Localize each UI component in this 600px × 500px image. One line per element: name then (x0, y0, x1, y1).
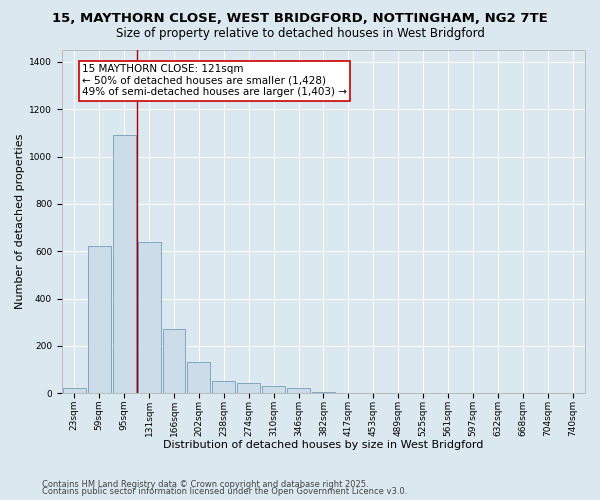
Text: 15, MAYTHORN CLOSE, WEST BRIDGFORD, NOTTINGHAM, NG2 7TE: 15, MAYTHORN CLOSE, WEST BRIDGFORD, NOTT… (52, 12, 548, 26)
Bar (187, 362, 211, 393)
Bar (237, 382, 260, 393)
Bar (137, 242, 161, 393)
Text: Contains HM Land Registry data © Crown copyright and database right 2025.: Contains HM Land Registry data © Crown c… (42, 480, 368, 489)
Text: Size of property relative to detached houses in West Bridgford: Size of property relative to detached ho… (116, 28, 484, 40)
Bar (63, 388, 86, 393)
Bar (312, 392, 335, 393)
Bar (212, 382, 235, 393)
Bar (262, 386, 285, 393)
Bar (163, 330, 185, 393)
Bar (287, 388, 310, 393)
Bar (113, 135, 136, 393)
Text: Contains public sector information licensed under the Open Government Licence v3: Contains public sector information licen… (42, 488, 407, 496)
Y-axis label: Number of detached properties: Number of detached properties (15, 134, 25, 310)
X-axis label: Distribution of detached houses by size in West Bridgford: Distribution of detached houses by size … (163, 440, 484, 450)
Text: 15 MAYTHORN CLOSE: 121sqm
← 50% of detached houses are smaller (1,428)
49% of se: 15 MAYTHORN CLOSE: 121sqm ← 50% of detac… (82, 64, 347, 98)
Bar (88, 246, 111, 393)
